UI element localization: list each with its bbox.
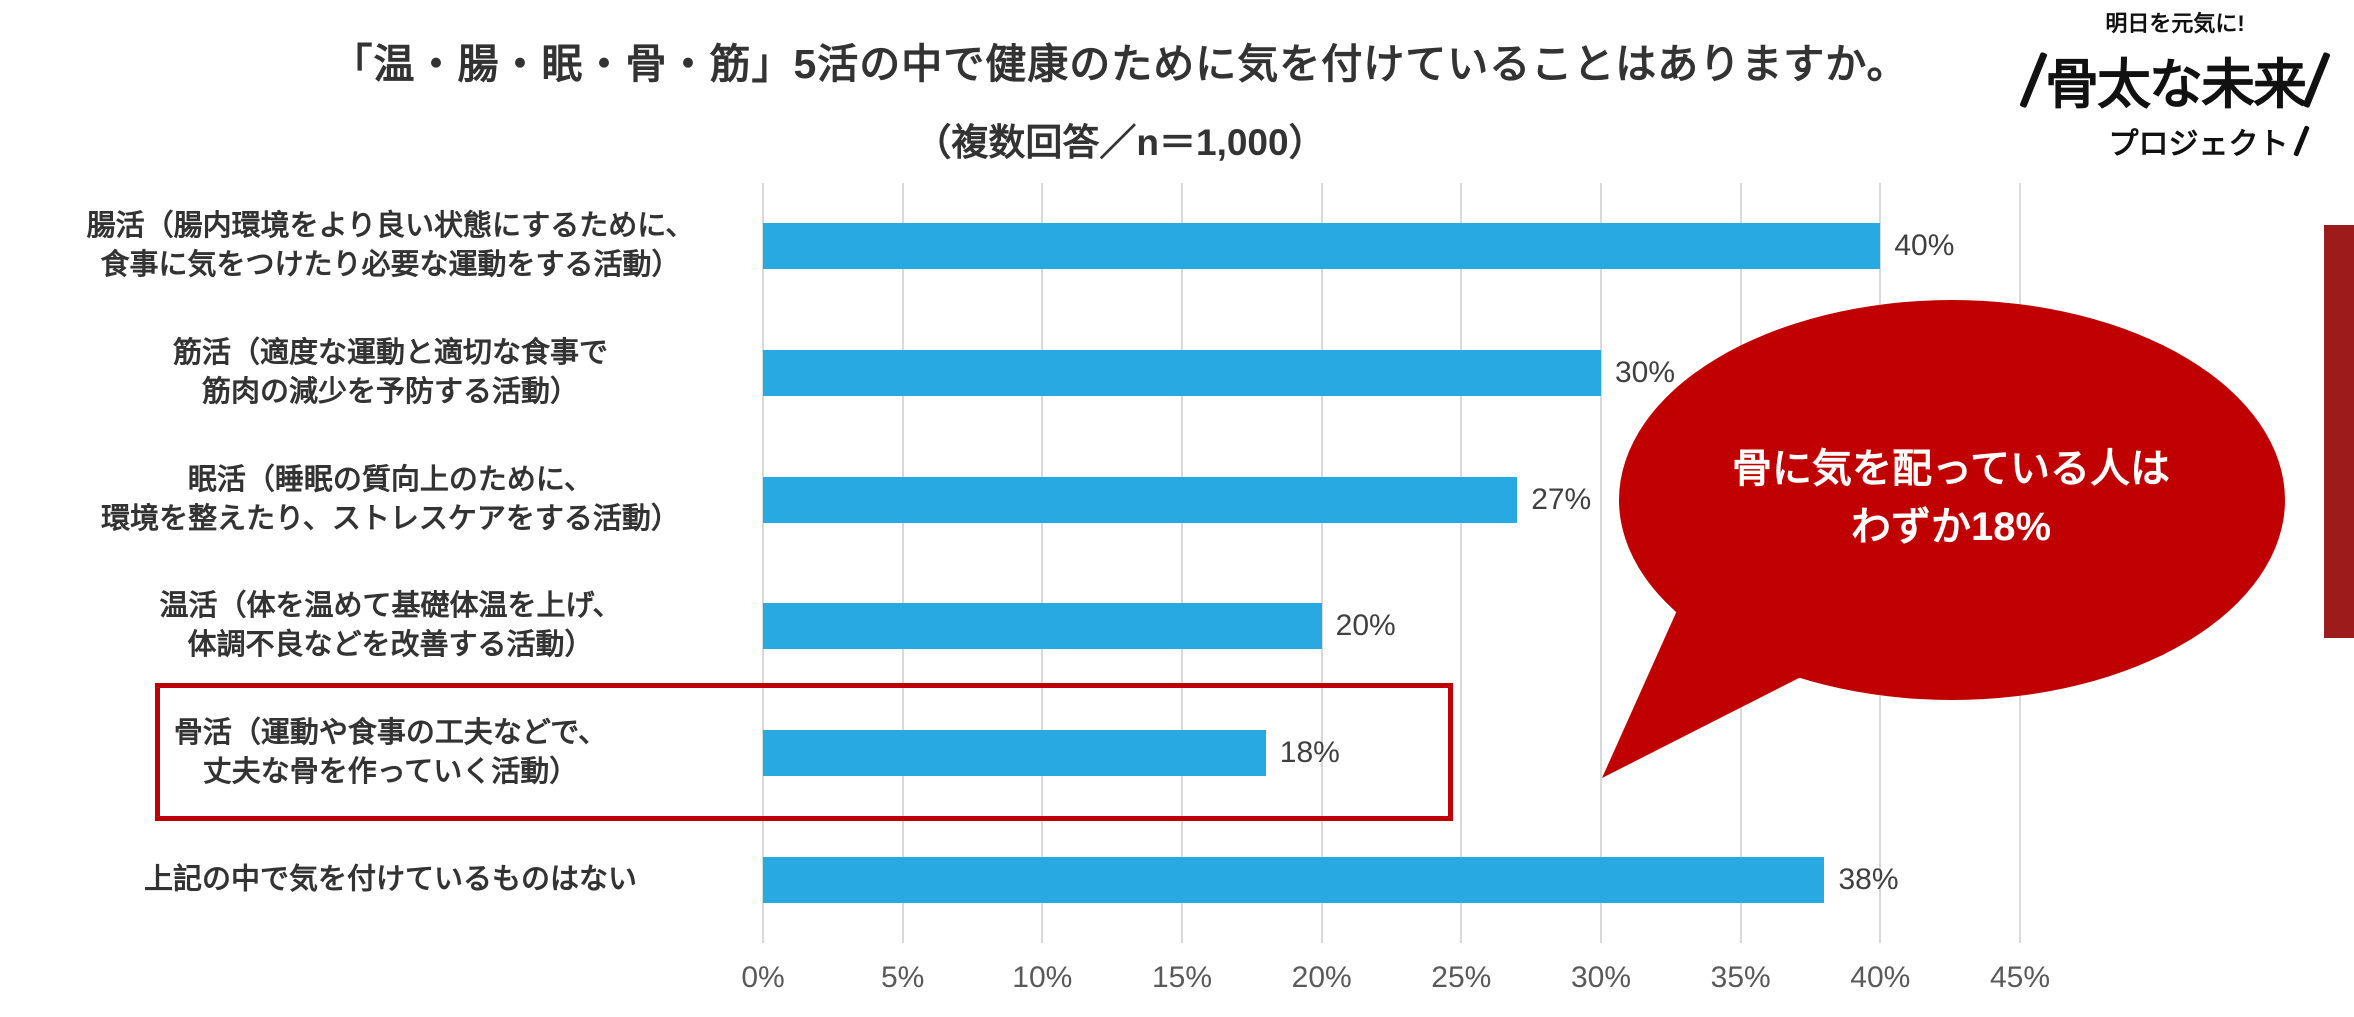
chart-row: 筋活（適度な運動と適切な食事で 筋肉の減少を予防する活動） 30% (0, 310, 2040, 437)
category-label: 筋活（適度な運動と適切な食事で 筋肉の減少を予防する活動） (172, 336, 608, 408)
x-tick-label: 15% (1151, 961, 1213, 994)
bar-chart: 腸活（腸内環境をより良い状態にするために、 食事に気をつけたり必要な運動をする活動… (0, 183, 2050, 994)
chart-header: 「温・腸・眠・骨・筋」5活の中で健康のために気を付けていることはありますか。 （… (0, 30, 2240, 166)
chart-title: 「温・腸・眠・骨・筋」5活の中で健康のために気を付けていることはありますか。 (331, 41, 1909, 87)
x-tick-label: 35% (1710, 961, 1771, 994)
speech-bubble-text: 骨に気を配っている人は わずか18% (1617, 440, 2285, 556)
value-label: 38% (1838, 862, 1899, 896)
value-label: 30% (1615, 355, 1676, 389)
chart-subtitle: （複数回答／n＝1,000） (914, 122, 1326, 163)
gridline (1600, 183, 1602, 943)
category-label: 腸活（腸内環境をより良い状態にするために、 食事に気をつけたり必要な運動をする活動… (86, 210, 695, 282)
chart-row: 温活（体を温めて基礎体温を上げ、 体調不良などを改善する活動） 20% (0, 563, 2040, 690)
logo-slash-left-icon (2019, 51, 2048, 108)
value-label: 27% (1531, 482, 1592, 516)
bar (763, 349, 1601, 396)
brand-logo: 明日を元気に! 骨太な未来 プロジェクト (2010, 6, 2340, 163)
x-tick-label: 10% (1012, 961, 1073, 994)
gridline (762, 183, 764, 943)
speech-bubble-body (1619, 300, 2285, 700)
speech-bubble (1602, 300, 2285, 778)
x-tick-label: 5% (880, 961, 925, 994)
x-tick-label: 30% (1570, 961, 1632, 994)
bar (763, 856, 1825, 903)
x-tick-label: 25% (1431, 961, 1492, 994)
logo-subtitle: プロジェクト (2080, 119, 2340, 163)
bar (763, 223, 1881, 270)
bar (763, 603, 1322, 650)
value-label: 40% (1894, 229, 1955, 263)
bar (763, 476, 1518, 523)
x-tick-label: 0% (741, 961, 785, 994)
bar (763, 729, 1266, 776)
value-label: 18% (1279, 735, 1340, 769)
logo-main: 骨太な未来 (2010, 40, 2340, 119)
chart-row: 腸活（腸内環境をより良い状態にするために、 食事に気をつけたり必要な運動をする活動… (0, 183, 2040, 310)
chart-row: 上記の中で気を付けているものはない 38% (0, 816, 2040, 943)
logo-subtitle-text: プロジェクト (2108, 128, 2289, 161)
gridline (1320, 183, 1323, 943)
chart-row: 骨活（運動や食事の工夫などで、 丈夫な骨を作っていく活動） 18% (0, 690, 2040, 817)
highlight-box (155, 683, 1453, 821)
bubble-line1: 骨に気を配っている人は (1732, 447, 2170, 491)
bubble-line2: わずか18% (1850, 505, 2052, 549)
gridline (1181, 183, 1183, 943)
red-side-strip (2324, 225, 2354, 638)
logo-title: 骨太な未来 (2045, 55, 2307, 115)
gridline (901, 183, 904, 943)
x-tick-label: 45% (1989, 961, 2051, 994)
category-label: 骨活（運動や食事の工夫などで、 丈夫な骨を作っていく活動） (173, 716, 608, 788)
logo-slash-right-icon (2302, 51, 2331, 108)
x-tick-label: 40% (1850, 961, 1911, 994)
category-label: 温活（体を温めて基礎体温を上げ、 体調不良などを改善する活動） (159, 590, 622, 662)
logo-tagline: 明日を元気に! (2105, 11, 2245, 36)
chart-row: 眠活（睡眠の質向上のために、 環境を整えたり、ストレスケアをする活動） 27% (0, 436, 2040, 563)
chart-rows: 腸活（腸内環境をより良い状態にするために、 食事に気をつけたり必要な運動をする活動… (0, 183, 2040, 943)
category-label: 眠活（睡眠の質向上のために、 環境を整えたり、ストレスケアをする活動） (101, 463, 680, 535)
gridline (1041, 183, 1044, 943)
x-tick-label: 20% (1291, 961, 1352, 994)
category-label: 上記の中で気を付けているものはない (143, 863, 637, 896)
x-axis: 0% 5% 10% 15% 20% 25% 30% 35% 40% 45% (741, 961, 2050, 1005)
logo-slash-small-icon (2292, 125, 2310, 157)
gridline (1460, 183, 1463, 943)
value-label: 20% (1335, 609, 1396, 643)
